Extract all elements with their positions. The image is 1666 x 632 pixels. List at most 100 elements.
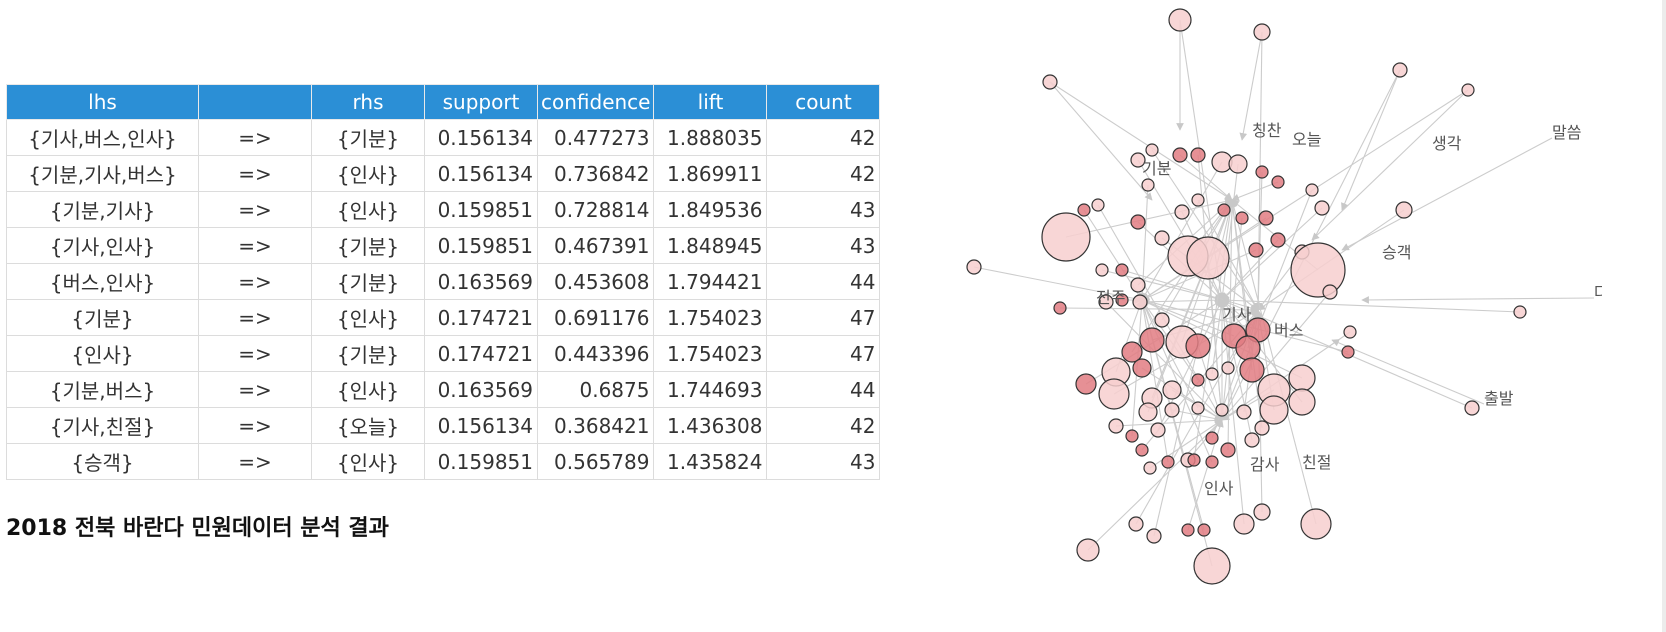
node-label-jeonju: 전주: [1096, 288, 1125, 307]
graph-edge: [1221, 207, 1323, 301]
graph-edge: [973, 266, 1143, 303]
graph-node: [1130, 277, 1146, 293]
cell-support: 0.159851: [424, 227, 538, 264]
graph-node: [1235, 335, 1261, 361]
graph-node: [1322, 284, 1338, 300]
cell-count: 43: [766, 443, 881, 480]
graph-node: [1191, 401, 1205, 415]
graph-node: [1130, 152, 1146, 168]
graph-edge: [1221, 296, 1521, 313]
cell-arrow: =>: [198, 407, 312, 444]
graph-edge: [1141, 298, 1235, 337]
cell-rhs: {인사}: [311, 299, 425, 336]
cell-lhs: {기사,친절}: [6, 407, 199, 444]
graph-node: [1205, 455, 1219, 469]
cell-lift: 1.754023: [653, 299, 768, 336]
cell-count: 44: [766, 371, 881, 408]
graph-node: [1300, 508, 1332, 540]
cell-rhs: {인사}: [311, 155, 425, 192]
graph-node: [1258, 210, 1274, 226]
cell-confidence: 0.736842: [536, 155, 655, 192]
graph-node: [1343, 325, 1357, 339]
graph-node: [1221, 361, 1235, 375]
table-row: {인사} => {기분} 0.174721 0.443396 1.754023 …: [6, 335, 881, 372]
graph-node: [1125, 429, 1139, 443]
table-header-row: lhs rhs support confidence lift count: [6, 84, 881, 120]
cell-rhs: {오늘}: [311, 407, 425, 444]
cell-arrow: =>: [198, 191, 312, 228]
cell-rhs: {기분}: [311, 227, 425, 264]
graph-edge: [1087, 419, 1223, 551]
graph-node: [1181, 523, 1195, 537]
graph-node: [1121, 341, 1143, 363]
node-label-compliment: 칭찬: [1252, 121, 1282, 140]
column-header-count: count: [766, 84, 881, 120]
cell-lhs: {기분}: [6, 299, 199, 336]
graph-node: [1150, 422, 1166, 438]
graph-edge: [1139, 296, 1223, 305]
graph-edge: [1141, 161, 1223, 301]
cell-rhs: {기분}: [311, 263, 425, 300]
cell-support: 0.174721: [424, 335, 538, 372]
graph-edge: [1141, 299, 1199, 409]
graph-node: [1041, 212, 1091, 262]
cell-count: 47: [766, 299, 881, 336]
node-label-words: 말씀: [1552, 123, 1581, 142]
graph-edge: [1220, 189, 1313, 421]
cell-confidence: 0.368421: [536, 407, 655, 444]
column-header-lhs: lhs: [6, 84, 199, 120]
graph-node: [1392, 62, 1408, 78]
cell-lift: 1.848945: [653, 227, 768, 264]
cell-lift: 1.849536: [653, 191, 768, 228]
column-header-confidence: confidence: [536, 84, 655, 120]
cell-lhs: {기분,기사}: [6, 191, 199, 228]
graph-node: [1290, 242, 1346, 298]
table-row: {기사,버스,인사} => {기분} 0.156134 0.477273 1.8…: [6, 119, 881, 156]
node-label-thought: 생각: [1432, 134, 1462, 153]
graph-edge: [1049, 81, 1233, 201]
graph-edge: [1341, 69, 1401, 211]
graph-edge: [1221, 291, 1331, 421]
graph-node: [1193, 547, 1231, 585]
cell-arrow: =>: [198, 155, 312, 192]
graph-node: [1164, 402, 1180, 418]
cell-arrow: =>: [198, 371, 312, 408]
graph-node: [1168, 8, 1192, 32]
cell-lhs: {승객}: [6, 443, 199, 480]
node-label-kindness: 친절: [1302, 453, 1331, 472]
graph-edge: [1254, 171, 1263, 311]
cell-count: 47: [766, 335, 881, 372]
graph-node: [1185, 333, 1211, 359]
graph-node: [1271, 175, 1285, 189]
table-row: {기분} => {인사} 0.174721 0.691176 1.754023 …: [6, 299, 881, 336]
cell-support: 0.156134: [424, 155, 538, 192]
graph-node: [1077, 203, 1091, 217]
graph-node: [1190, 147, 1206, 163]
graph-node: [1233, 513, 1255, 535]
cell-support: 0.159851: [424, 191, 538, 228]
cell-support: 0.156134: [424, 407, 538, 444]
node-label-today: 오늘: [1292, 130, 1321, 149]
node-label-mood: 기분: [1142, 159, 1171, 178]
graph-edge: [1361, 296, 1595, 304]
graph-edge: [1229, 199, 1263, 429]
graph-node: [1305, 183, 1319, 197]
column-header-arrow: [198, 84, 312, 120]
association-rules-network-graph: 칭찬 오늘 생각 말씀 기분 승객 다시 전주 기사 버스 출발 감사 친절 인…: [966, 8, 1602, 585]
graph-node: [1513, 305, 1527, 319]
cell-lhs: {기분,기사,버스}: [6, 155, 199, 192]
graph-node: [1228, 154, 1248, 174]
graph-node: [1215, 403, 1229, 417]
graph-node: [1288, 364, 1316, 392]
cell-confidence: 0.6875: [536, 371, 655, 408]
graph-edge: [1115, 416, 1223, 427]
graph-node: [1254, 420, 1270, 436]
graph-edge: [1141, 367, 1223, 421]
graph-node: [1132, 294, 1148, 310]
graph-edge: [1065, 197, 1233, 238]
graph-node: [1154, 230, 1170, 246]
graph-node: [1239, 357, 1265, 383]
graph-node: [1314, 200, 1330, 216]
cell-arrow: =>: [198, 119, 312, 156]
cell-lhs: {기사,인사}: [6, 227, 199, 264]
